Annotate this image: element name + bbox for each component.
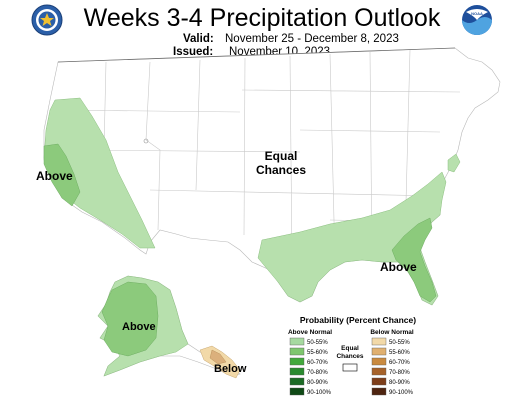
svg-text:NOAA: NOAA [471,11,483,16]
legend-above-item-swatch [289,387,305,396]
noaa-logo-icon: NOAA [462,5,492,35]
legend-below-item-swatch [371,337,387,346]
legend-above-swatches: 50-55% 55-60% 60-70% 70-80% 80-90% 90-100% [289,337,332,396]
southeast-above-area [257,171,447,306]
legend-above-item-swatch [289,347,305,356]
legend-below-item-swatch [371,357,387,366]
west-above-core [43,143,81,207]
doc-seal-icon [31,4,63,36]
label-above-alaska: Above [122,321,156,333]
label-above-southeast: Above [380,260,417,274]
label-equal-chances-line2: Chances [256,163,306,177]
legend-below-item-swatch [371,387,387,396]
legend-below-item-label: 50-55% [389,340,410,346]
legend-below-item-swatch [371,377,387,386]
page-title: Weeks 3-4 Precipitation Outlook [84,4,441,32]
alaska-above-core [101,281,159,357]
legend-above-item-swatch [289,377,305,386]
alaska-below-core [209,349,227,365]
legend-below-heading: Below Normal [370,329,414,336]
issued-label: Issued: [173,46,213,58]
legend-below-item-label: 70-80% [389,370,410,376]
legend-below-item-swatch [371,367,387,376]
legend-above-item-label: 70-80% [307,370,328,376]
legend-above-item-swatch [289,357,305,366]
legend-below-item-swatch [371,347,387,356]
legend-below-item-label: 90-100% [389,390,414,396]
label-above-west: Above [36,169,73,183]
valid-label: Valid: [183,33,214,45]
valid-dates: November 25 - December 8, 2023 [225,33,399,45]
legend: Probability (Percent Chance) Above Norma… [288,315,416,396]
legend-above-item-label: 60-70% [307,360,328,366]
legend-above-item-label: 55-60% [307,350,328,356]
legend-below-item-label: 80-90% [389,380,410,386]
label-below-alaska: Below [214,363,247,375]
legend-above-item-swatch [289,337,305,346]
label-equal-chances-line1: Equal [265,149,298,163]
legend-ec-line1: Equal [341,345,359,352]
legend-below-item-label: 60-70% [389,360,410,366]
legend-above-item-label: 50-55% [307,340,328,346]
legend-ec-line2: Chances [336,353,363,360]
legend-ec-swatch [342,363,358,372]
legend-above-item-swatch [289,367,305,376]
legend-title: Probability (Percent Chance) [300,315,416,325]
legend-below-item-label: 55-60% [389,350,410,356]
legend-above-item-label: 90-100% [307,390,332,396]
legend-below-swatches: 50-55% 55-60% 60-70% 70-80% 80-90% 90-100% [371,337,414,396]
legend-above-item-label: 80-90% [307,380,328,386]
southeast-above-core [391,217,437,303]
mid-atlantic-above-area [447,153,461,173]
legend-above-heading: Above Normal [288,329,332,336]
